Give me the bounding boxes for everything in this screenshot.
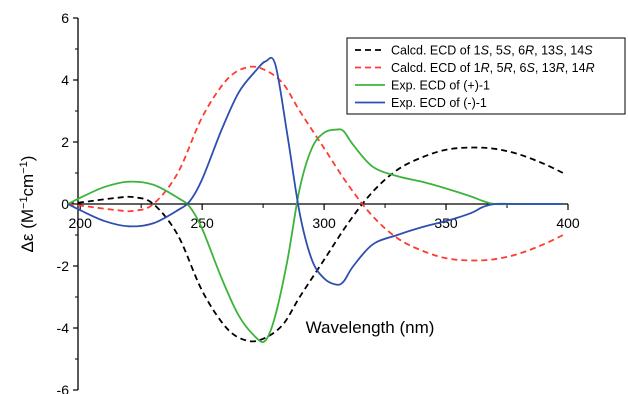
y-tick-label: -2: [57, 258, 70, 274]
series-lines: [67, 56, 564, 343]
y-axis-label-part: −1: [18, 196, 30, 209]
series-line-3: [67, 128, 564, 343]
y-axis-label-part: Δε (M: [18, 209, 37, 252]
y-axis-label-part: −1: [18, 161, 30, 174]
series-line-1: [67, 146, 564, 343]
y-tick-label: 2: [61, 134, 69, 150]
legend-label-3: Exp. ECD of (+)-1: [391, 79, 490, 93]
x-tick-label: 250: [190, 215, 214, 231]
series-line-4: [67, 56, 564, 286]
y-tick-label: -4: [57, 320, 70, 336]
x-tick-label: 400: [556, 215, 580, 231]
series-line-2: [67, 65, 564, 262]
y-axis-label-part: cm: [18, 174, 37, 197]
x-tick-label: 300: [312, 215, 336, 231]
legend-label-2: Calcd. ECD of 1R, 5R, 6S, 13R, 14R: [391, 61, 595, 75]
y-axis-label-part: ): [18, 156, 37, 162]
y-axis-label: Δε (M−1cm−1): [18, 156, 37, 253]
y-tick-label: -6: [57, 382, 70, 394]
y-tick-label: 6: [61, 10, 69, 26]
legend-label-4: Exp. ECD of (-)-1: [391, 96, 487, 110]
y-tick-label: 0: [61, 196, 69, 212]
y-tick-label: 4: [61, 72, 69, 88]
legend-box: [346, 37, 626, 115]
x-tick-label: 200: [69, 215, 93, 231]
legend-label-1: Calcd. ECD of 1S, 5S, 6R, 13S, 14S: [391, 44, 593, 58]
x-axis-label: Wavelength (nm): [306, 318, 435, 337]
legend: Calcd. ECD of 1S, 5S, 6R, 13S, 14S Calcd.…: [346, 37, 626, 115]
